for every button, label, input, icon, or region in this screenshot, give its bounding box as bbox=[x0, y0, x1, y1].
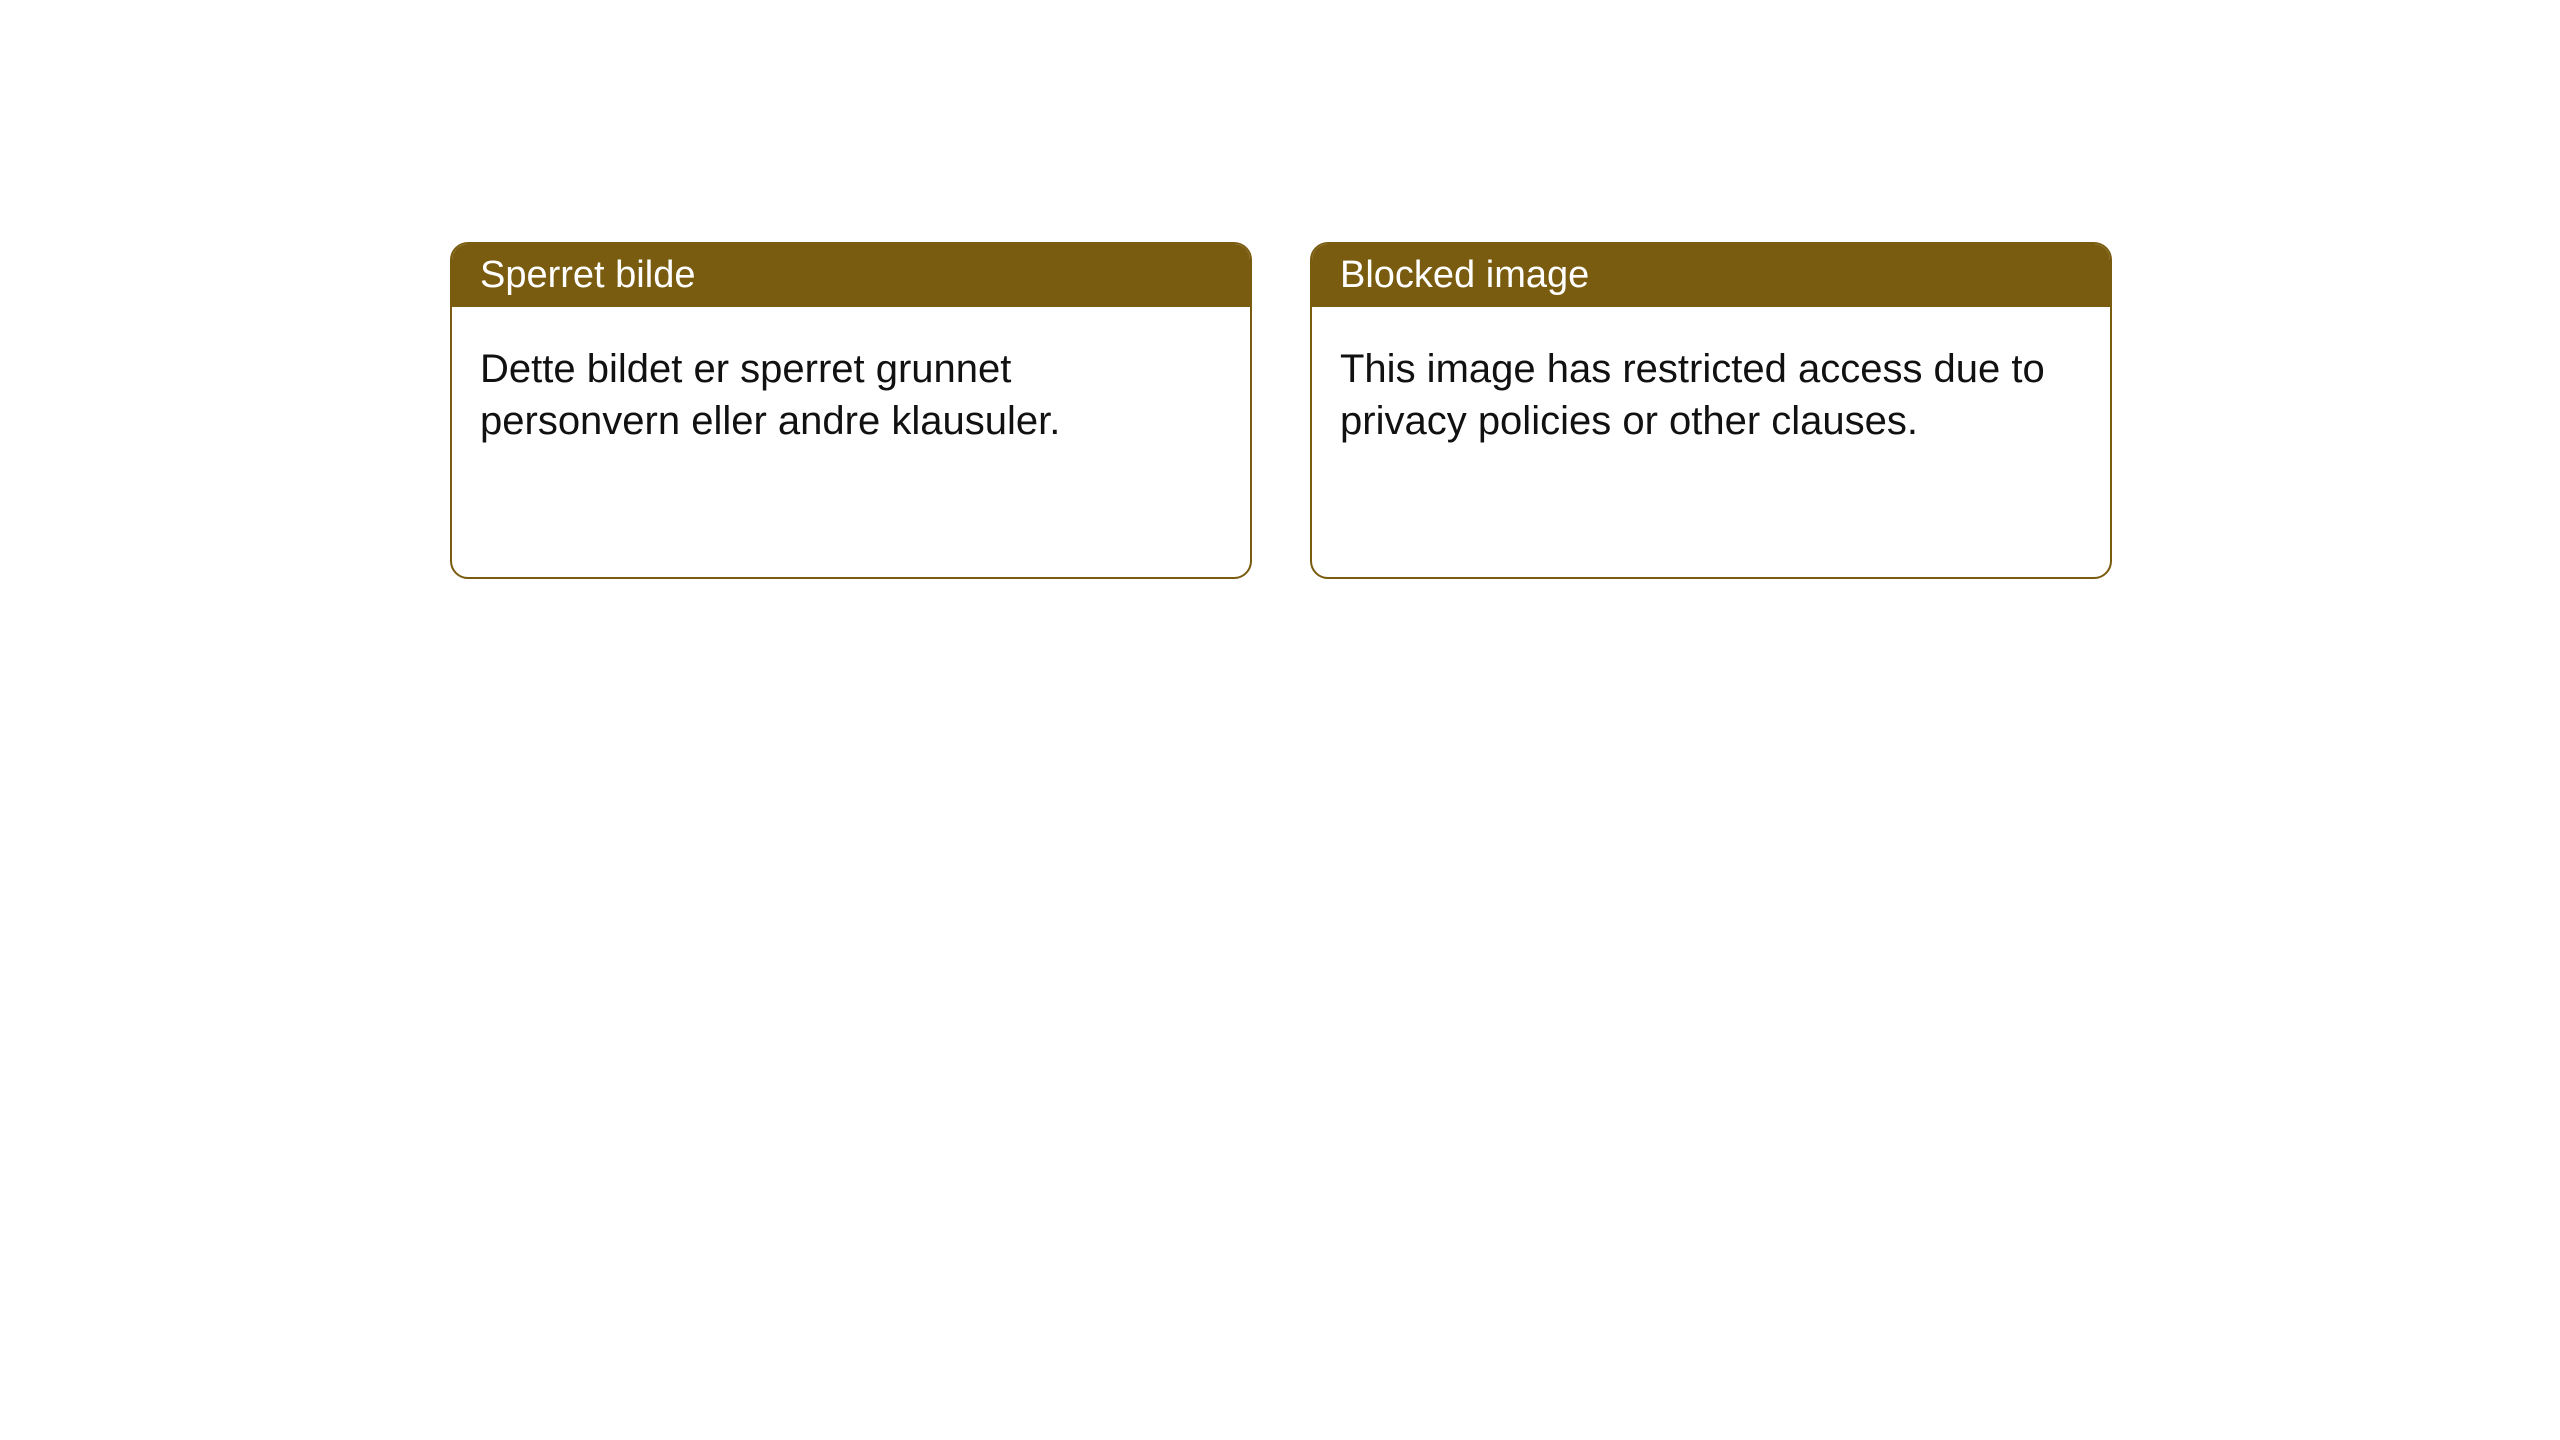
notice-title: Sperret bilde bbox=[480, 254, 695, 296]
notice-body-text: Dette bildet er sperret grunnet personve… bbox=[480, 347, 1060, 443]
notice-card-english: Blocked image This image has restricted … bbox=[1310, 242, 2112, 579]
notice-body-text: This image has restricted access due to … bbox=[1340, 347, 2045, 443]
notice-container: Sperret bilde Dette bildet er sperret gr… bbox=[450, 242, 2112, 579]
notice-card-body: This image has restricted access due to … bbox=[1312, 307, 2110, 577]
notice-card-body: Dette bildet er sperret grunnet personve… bbox=[452, 307, 1250, 577]
notice-card-header: Sperret bilde bbox=[452, 244, 1250, 307]
notice-card-norwegian: Sperret bilde Dette bildet er sperret gr… bbox=[450, 242, 1252, 579]
notice-title: Blocked image bbox=[1340, 254, 1589, 296]
notice-card-header: Blocked image bbox=[1312, 244, 2110, 307]
